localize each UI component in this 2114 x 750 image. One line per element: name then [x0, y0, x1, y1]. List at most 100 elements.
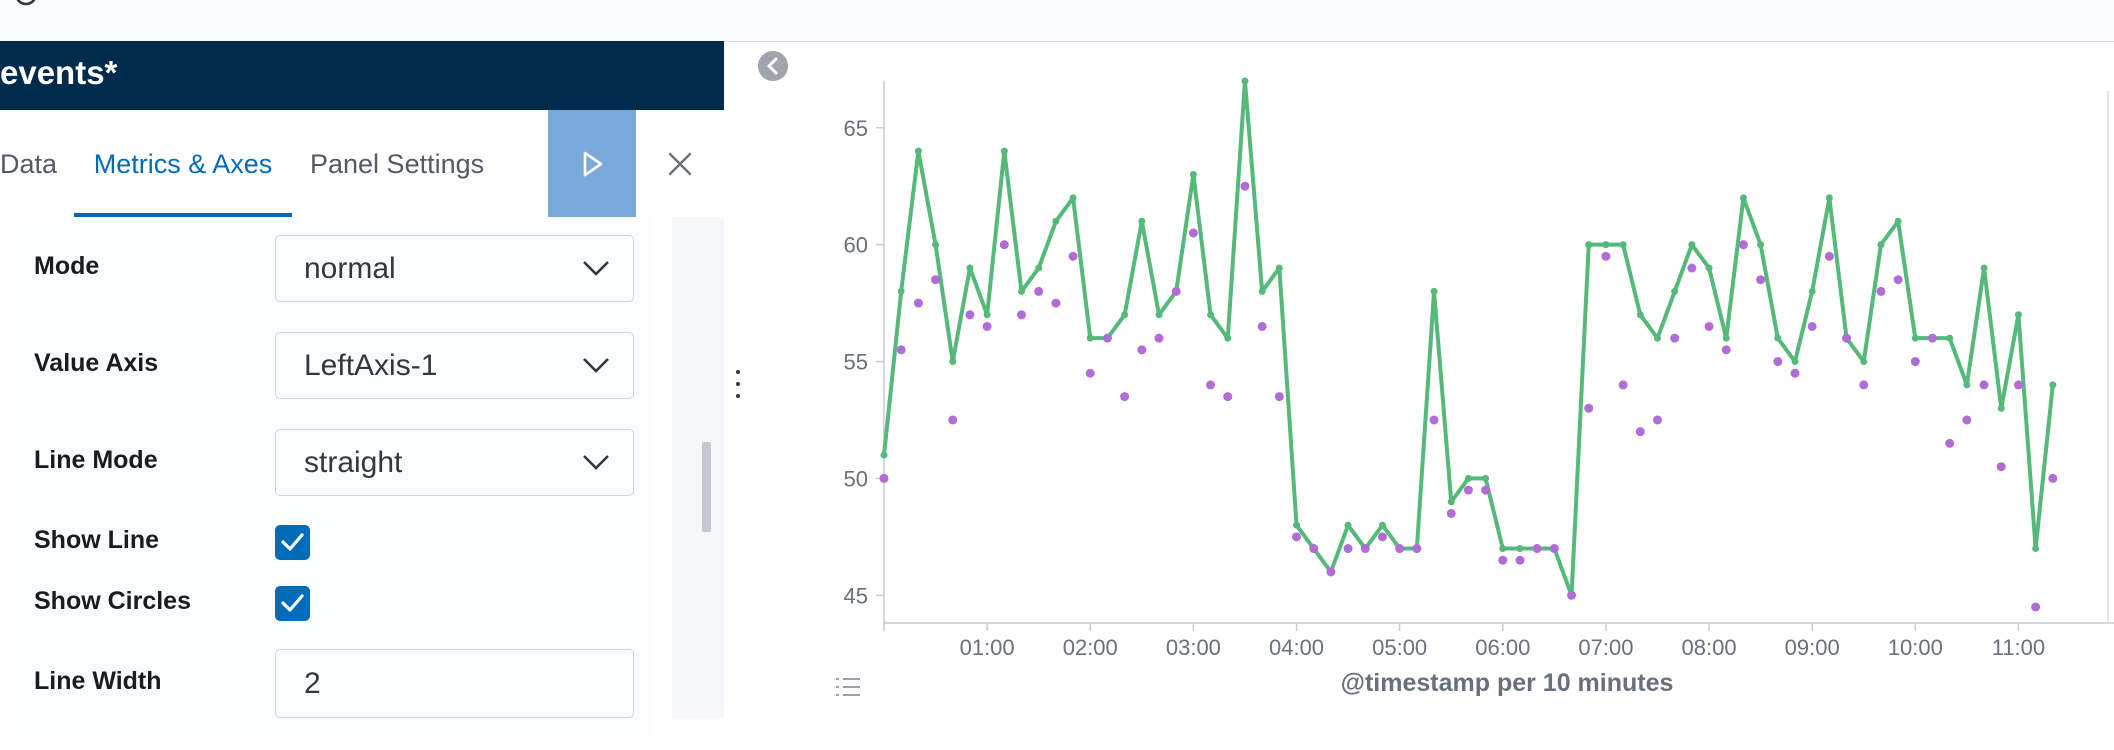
- tab-data[interactable]: Data: [0, 149, 58, 179]
- mode-select[interactable]: normal: [275, 235, 634, 302]
- line-point: [1378, 521, 1386, 529]
- scatter-point: [1738, 240, 1748, 250]
- line-point: [1602, 241, 1610, 249]
- line-mode-select[interactable]: straight: [275, 429, 634, 496]
- line-point: [1086, 334, 1094, 342]
- scatter-point: [1292, 532, 1302, 542]
- x-tick-label: 09:00: [1785, 635, 1840, 660]
- scatter-point: [1704, 321, 1714, 331]
- line-point: [1739, 194, 1747, 202]
- gear-icon[interactable]: [6, 0, 46, 16]
- scatter-point: [1309, 544, 1319, 554]
- scatter-point: [1824, 251, 1834, 261]
- line-point: [1155, 311, 1163, 319]
- line-point: [1035, 264, 1043, 272]
- mode-label: Mode: [34, 252, 100, 280]
- scatter-point: [1223, 392, 1233, 402]
- line-width-input[interactable]: [275, 649, 634, 718]
- show-circles-checkbox[interactable]: [275, 586, 310, 621]
- top-bar: [0, 0, 2114, 42]
- index-pattern-title: events*: [0, 54, 118, 91]
- line-point: [1275, 264, 1283, 272]
- line-point: [1825, 194, 1833, 202]
- tab-metrics-axes[interactable]: Metrics & Axes: [93, 149, 273, 179]
- chevron-left-icon: [767, 57, 778, 75]
- scrollbar-thumb[interactable]: [702, 442, 711, 532]
- line-point: [1052, 217, 1060, 225]
- tab-panel-settings[interactable]: Panel Settings: [310, 149, 485, 179]
- apply-changes-button[interactable]: [548, 110, 636, 217]
- scatter-point: [1017, 310, 1027, 320]
- line-point: [1000, 147, 1008, 155]
- line-point: [1241, 77, 1249, 85]
- chevron-down-icon: [583, 455, 609, 470]
- scatter-point: [1377, 532, 1387, 542]
- line-point: [1258, 287, 1266, 295]
- scatter-point: [1515, 555, 1525, 565]
- line-point: [1860, 358, 1868, 366]
- scatter-point: [1240, 181, 1250, 191]
- line-point: [1447, 498, 1455, 506]
- line-point: [1757, 241, 1765, 249]
- scatter-point: [1274, 392, 1284, 402]
- line-point: [983, 311, 991, 319]
- show-line-checkbox[interactable]: [275, 525, 310, 560]
- scatter-point: [1807, 321, 1817, 331]
- scatter-point: [1360, 544, 1370, 554]
- handle-dot: [736, 382, 740, 386]
- line-point: [1121, 311, 1129, 319]
- scatter-point: [1756, 275, 1766, 285]
- line-point: [1774, 334, 1782, 342]
- scatter-point: [1927, 333, 1937, 343]
- series-line: [882, 79, 2055, 598]
- scatter-point: [1945, 438, 1955, 448]
- line-mode-label: Line Mode: [34, 446, 158, 474]
- x-tick-label: 11:00: [1992, 635, 2045, 660]
- line-width-label: Line Width: [34, 667, 162, 695]
- line-point: [914, 147, 922, 155]
- scatter-point: [1876, 286, 1886, 296]
- scatter-point: [1120, 392, 1130, 402]
- scatter-point: [1567, 590, 1577, 600]
- x-tick-label: 01:00: [960, 635, 1015, 660]
- x-tick-label: 06:00: [1475, 635, 1530, 660]
- scatter-point: [2048, 473, 2058, 483]
- line-point: [1018, 287, 1026, 295]
- checkmark-icon: [281, 594, 304, 612]
- value-axis-value: LeftAxis-1: [304, 349, 438, 382]
- play-icon: [583, 151, 603, 176]
- line-point: [1585, 241, 1593, 249]
- scatter-point: [1979, 380, 1989, 390]
- line-point: [1636, 311, 1644, 319]
- y-tick-label: 50: [844, 466, 868, 491]
- scatter-point: [1171, 286, 1181, 296]
- y-tick-label: 65: [844, 116, 868, 141]
- scatter-point: [1446, 508, 1456, 518]
- scatter-point: [1773, 357, 1783, 367]
- line-point: [1224, 334, 1232, 342]
- scatter-point: [1996, 462, 2006, 472]
- line-point: [949, 358, 957, 366]
- line-point: [2049, 381, 2057, 389]
- close-button[interactable]: [636, 110, 724, 217]
- scatter-point: [1429, 415, 1439, 425]
- handle-dot: [736, 394, 740, 398]
- scatter-point: [965, 310, 975, 320]
- scatter-point: [1326, 567, 1336, 577]
- scatter-point: [1188, 228, 1198, 238]
- scatter-point: [896, 345, 906, 355]
- scatter-point: [1034, 286, 1044, 296]
- y-tick-label: 60: [844, 233, 868, 258]
- value-axis-select[interactable]: LeftAxis-1: [275, 332, 634, 399]
- resize-handle[interactable]: [733, 370, 743, 402]
- scatter-point: [1910, 357, 1920, 367]
- line-point: [1207, 311, 1215, 319]
- line-point: [1894, 217, 1902, 225]
- collapse-sidebar-button[interactable]: [758, 51, 788, 81]
- value-axis-label: Value Axis: [34, 349, 159, 377]
- x-axis-title: @timestamp per 10 minutes: [1341, 669, 1674, 697]
- line-point: [1791, 358, 1799, 366]
- scatter-point: [1687, 263, 1697, 273]
- legend-toggle-icon[interactable]: [834, 675, 862, 699]
- y-tick-label: 45: [844, 583, 868, 608]
